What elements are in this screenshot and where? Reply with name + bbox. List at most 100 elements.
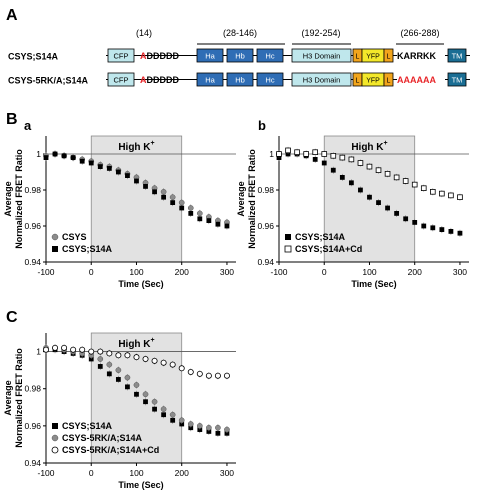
- x-axis-label: Time (Sec): [118, 480, 163, 490]
- data-point: [321, 151, 328, 157]
- data-point: [134, 391, 139, 397]
- acidic-stretch: ADDDDD: [140, 51, 179, 61]
- legend-marker: [51, 233, 59, 241]
- domain-ha-label: Ha: [205, 76, 215, 85]
- x-tick-label: 200: [408, 267, 422, 277]
- domain-hc: [256, 72, 284, 87]
- data-point: [448, 229, 454, 234]
- legend-label: CSYS-5RK/A;S14A: [62, 433, 143, 443]
- data-point: [224, 430, 230, 436]
- x-tick-label: 100: [129, 267, 143, 277]
- data-point: [106, 361, 113, 368]
- data-point: [187, 421, 194, 427]
- domain-tm: [447, 48, 467, 63]
- x-tick-label: -100: [270, 267, 287, 277]
- residue-range-192-254: (192-254): [301, 28, 340, 38]
- data-point: [115, 377, 121, 382]
- data-point: [169, 194, 176, 201]
- panel-label-a-lower: a: [24, 118, 32, 133]
- data-point: [339, 154, 346, 161]
- data-point: [61, 344, 68, 351]
- data-point: [330, 152, 337, 159]
- data-point: [367, 194, 372, 200]
- panel-label-b-upper: B: [6, 111, 18, 128]
- domain-h3-label: H3 Domain: [303, 52, 341, 61]
- chart-b: High K+ -100 0 100 200 300 0.94 0.96 0.98 1 Time (…: [236, 135, 469, 289]
- acidic-residues: DDDDD: [147, 51, 180, 61]
- legend-label: CSYS;S14A: [62, 421, 113, 431]
- data-point: [178, 199, 185, 206]
- stimulus-label: High K+: [118, 140, 154, 153]
- domain-ha: [196, 72, 224, 87]
- data-point: [79, 158, 85, 164]
- data-point: [88, 160, 94, 166]
- domain-hb-label: Hb: [235, 76, 245, 85]
- acidic-residues: DDDDD: [147, 75, 180, 85]
- residue-range-266-288: (266-288): [400, 28, 439, 38]
- data-point: [206, 429, 212, 434]
- y-axis-label-line2: Normalized FRET Ratio: [14, 149, 24, 249]
- data-point: [224, 223, 230, 229]
- data-point: [348, 156, 355, 163]
- stimulus-label-text: High K: [118, 339, 151, 350]
- data-point: [170, 417, 176, 423]
- data-point: [206, 424, 212, 431]
- data-point: [312, 157, 318, 162]
- domain-ha: [196, 48, 224, 63]
- y-tick-label: 0.98: [24, 185, 41, 195]
- y-axis-label-line2: Normalized FRET Ratio: [14, 348, 24, 448]
- linker-right: [383, 48, 394, 63]
- construct-diagram: (14) (28-146) (192-254) (266-288) CSYS;S…: [8, 28, 470, 87]
- y-tick-label: 1: [36, 149, 41, 159]
- data-point: [106, 371, 112, 377]
- data-point: [197, 216, 203, 222]
- domain-yfp-label: YFP: [366, 78, 380, 85]
- stimulus-label-sup: +: [151, 140, 155, 147]
- data-point: [43, 155, 49, 160]
- y-tick-label: 1: [36, 347, 41, 357]
- stimulus-shaded-region: [90, 135, 183, 263]
- domain-hb: [226, 72, 254, 87]
- data-point: [403, 216, 409, 222]
- data-point: [124, 352, 131, 359]
- domain-tm-label: TM: [452, 52, 463, 61]
- linker-left-label: L: [356, 78, 360, 85]
- data-point: [448, 192, 454, 199]
- x-axis-label: Time (Sec): [351, 279, 396, 289]
- x-tick-label: 100: [129, 468, 143, 478]
- data-point: [276, 151, 282, 157]
- tail-residues: AAAAAA: [397, 75, 436, 85]
- data-point: [366, 163, 373, 170]
- data-point: [161, 412, 167, 418]
- y-tick-label: 0.98: [24, 384, 41, 394]
- data-point: [169, 411, 176, 418]
- data-point: [52, 344, 59, 351]
- data-point: [106, 166, 112, 171]
- domain-tm-label: TM: [452, 76, 463, 85]
- linker-right-label: L: [387, 54, 391, 61]
- data-point: [339, 175, 345, 180]
- data-point: [223, 372, 230, 379]
- data-point: [142, 391, 149, 398]
- data-point: [439, 190, 445, 197]
- data-point: [375, 167, 382, 174]
- x-axis-label: Time (Sec): [118, 279, 163, 289]
- data-point: [115, 352, 122, 359]
- x-tick-label: -100: [37, 468, 54, 478]
- panel-label-b-lower: b: [258, 118, 266, 133]
- y-axis-label-line2: Normalized FRET Ratio: [247, 149, 257, 249]
- legend-label: CSYS;S14A: [295, 232, 346, 242]
- data-point: [79, 346, 86, 353]
- data-point: [143, 399, 148, 405]
- data-point: [348, 180, 354, 186]
- data-point: [412, 220, 418, 225]
- data-point: [143, 184, 148, 189]
- data-point: [152, 189, 157, 195]
- data-point: [115, 169, 121, 175]
- y-axis-label: AverageNormalized FRET Ratio: [236, 149, 257, 249]
- x-tick-label: 200: [175, 267, 189, 277]
- y-axis-label-line1: Average: [3, 181, 13, 216]
- y-tick-label: 0.94: [24, 257, 41, 267]
- legend-marker: [51, 434, 59, 442]
